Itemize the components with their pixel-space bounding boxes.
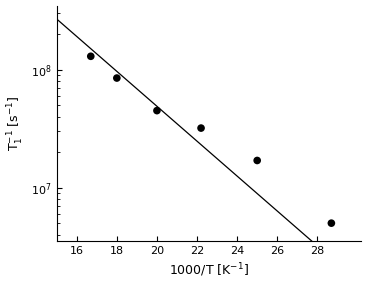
Point [254,158,260,163]
Point [114,76,120,80]
Point [198,126,204,130]
Point [328,221,334,225]
X-axis label: 1000/T [K$^{-1}$]: 1000/T [K$^{-1}$] [169,262,249,280]
Point [154,108,160,113]
Point [88,54,94,58]
Y-axis label: T$_1^{-1}$ [s$^{-1}$]: T$_1^{-1}$ [s$^{-1}$] [6,96,26,151]
